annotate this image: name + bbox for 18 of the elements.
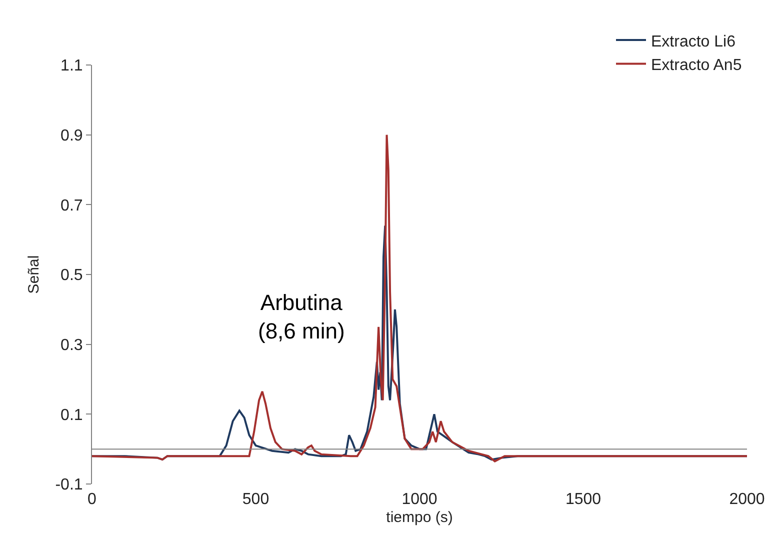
- annotation: Arbutina (8,6 min): [258, 290, 345, 344]
- y-tick-label: 1.1: [60, 58, 83, 75]
- x-tick-label: 2000: [729, 491, 765, 508]
- y-tick-label: 0.3: [60, 336, 83, 354]
- x-tick-label: 0: [88, 491, 97, 508]
- legend-label: Extracto An5: [651, 57, 742, 74]
- y-tick-label: 0.9: [60, 127, 83, 144]
- x-tick-label: 500: [242, 491, 270, 508]
- x-axis-title: tiempo (s): [386, 509, 453, 526]
- y-axis-title: Señal: [25, 255, 42, 294]
- y-tick-label: 0.1: [60, 406, 83, 424]
- y-tick-label: 0.5: [60, 267, 83, 284]
- x-tick-label: 1000: [402, 491, 438, 508]
- y-tick-label: -0.1: [55, 476, 83, 494]
- legend-label: Extracto Li6: [651, 33, 736, 50]
- x-tick-label: 1500: [565, 491, 602, 508]
- line-series: [92, 134, 747, 462]
- y-tick-label: 0.7: [60, 197, 83, 214]
